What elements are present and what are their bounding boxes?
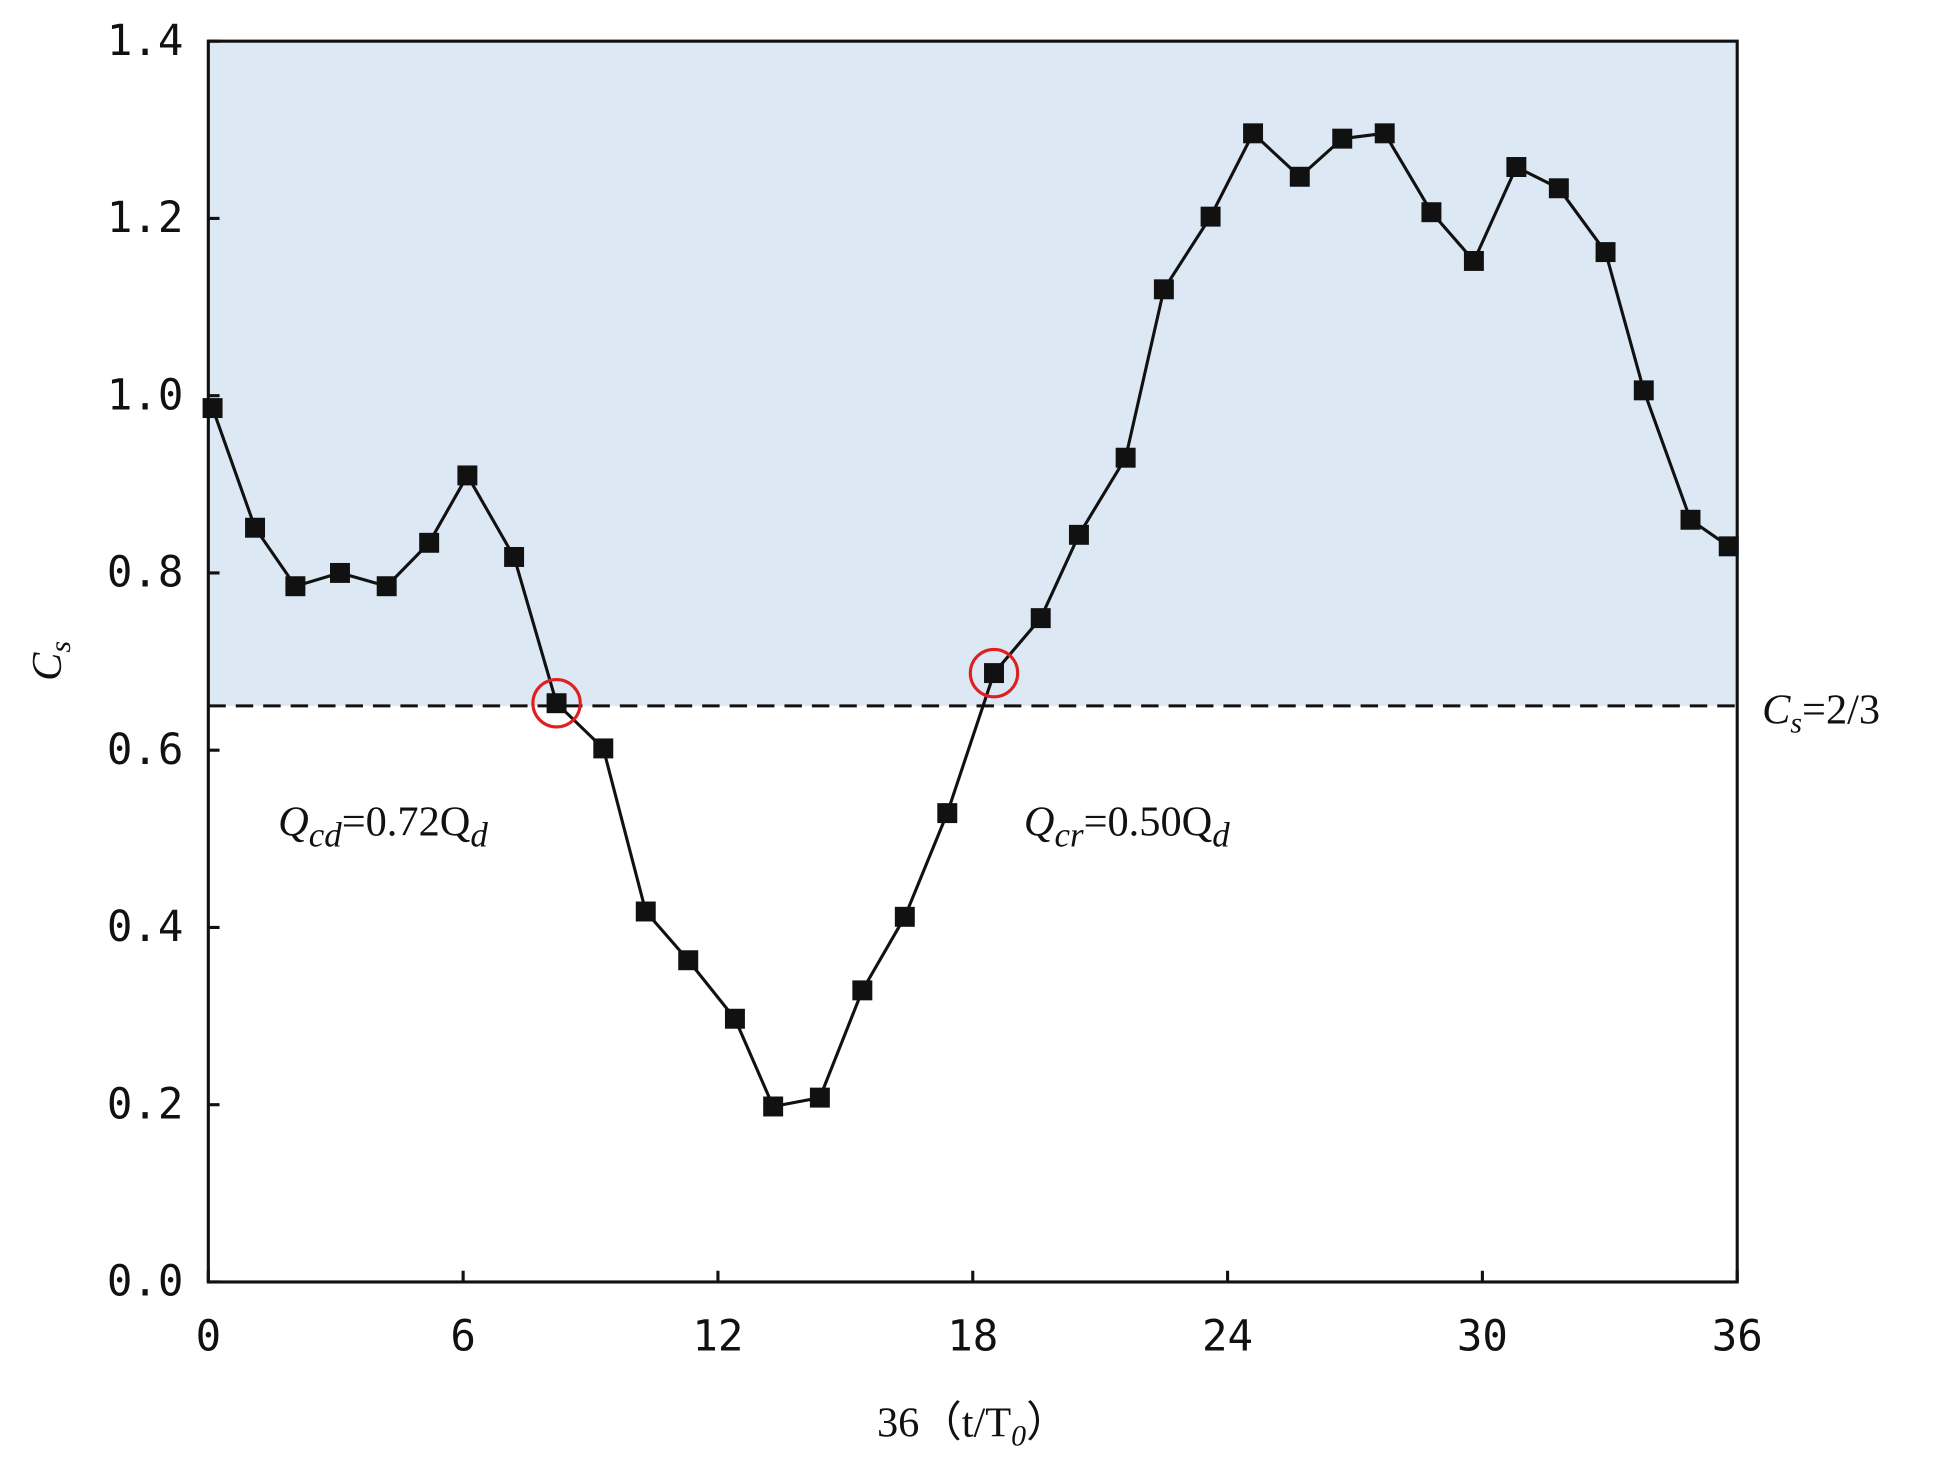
x-axis-label: 36（t/T0） bbox=[877, 1400, 1069, 1453]
data-point bbox=[504, 547, 525, 567]
x-axis-label-part: 0 bbox=[1011, 1420, 1026, 1453]
data-point bbox=[1153, 279, 1174, 300]
x-tick-label: 24 bbox=[1202, 1312, 1253, 1361]
data-point bbox=[852, 980, 873, 1001]
data-point bbox=[1680, 509, 1701, 530]
data-point bbox=[1243, 123, 1264, 144]
data-point bbox=[546, 693, 567, 714]
annotation-part: =0.50Q bbox=[1084, 799, 1213, 846]
y-tick-label: 1.4 bbox=[107, 16, 184, 65]
x-tick-label: 18 bbox=[947, 1312, 998, 1361]
data-point bbox=[984, 663, 1004, 684]
data-point bbox=[1374, 123, 1395, 144]
data-point bbox=[1548, 178, 1569, 199]
highlight-circle bbox=[968, 647, 1020, 699]
data-point bbox=[593, 738, 614, 759]
highlight-circle bbox=[531, 677, 582, 729]
data-point bbox=[376, 576, 397, 597]
data-point bbox=[763, 1096, 784, 1117]
annotation-part: Q bbox=[278, 799, 309, 846]
y-tick-label: 0.2 bbox=[107, 1079, 184, 1128]
annotation-part: =0.72Q bbox=[342, 799, 471, 846]
data-point bbox=[1633, 380, 1654, 401]
y-tick-label: 0.8 bbox=[107, 548, 184, 597]
data-point bbox=[894, 906, 915, 927]
annotation-part: d bbox=[470, 815, 488, 854]
shaded-region bbox=[208, 41, 1738, 706]
data-point bbox=[1595, 242, 1616, 263]
annotation-part: Q bbox=[1024, 799, 1055, 846]
x-tick-label: 36 bbox=[1712, 1312, 1763, 1361]
data-point bbox=[678, 950, 699, 971]
data-point bbox=[1200, 206, 1221, 227]
y-tick-label: 1.0 bbox=[107, 370, 184, 419]
data-point bbox=[245, 517, 266, 538]
threshold-label-part: s bbox=[1790, 706, 1802, 739]
data-point bbox=[724, 1008, 745, 1029]
y-tick-label: 0.6 bbox=[107, 725, 184, 774]
data-point bbox=[330, 562, 350, 583]
threshold-label-part: C bbox=[1762, 686, 1791, 733]
data-point bbox=[457, 465, 478, 486]
y-axis-label: Cs bbox=[24, 641, 77, 681]
data-point bbox=[1463, 250, 1484, 271]
data-point bbox=[202, 398, 223, 419]
data-point bbox=[419, 532, 440, 553]
annotation-part: cd bbox=[309, 815, 342, 854]
data-point bbox=[635, 901, 656, 922]
y-tick-label: 1.2 bbox=[107, 193, 184, 242]
threshold-label: Cs=2/3 bbox=[1762, 686, 1880, 739]
annotation: Qcr=0.50Qd bbox=[1024, 799, 1230, 855]
annotation: Qcd=0.72Qd bbox=[278, 799, 488, 855]
data-point bbox=[1421, 202, 1442, 223]
annotation-part: d bbox=[1212, 815, 1230, 854]
data-point bbox=[1030, 608, 1051, 629]
threshold-label-part: =2/3 bbox=[1802, 686, 1880, 733]
data-point bbox=[1718, 536, 1739, 557]
x-tick-label: 30 bbox=[1457, 1312, 1508, 1361]
x-axis-label-part: 36（t/T bbox=[877, 1400, 1011, 1447]
y-axis-label-part: C bbox=[24, 652, 71, 681]
x-tick-label: 6 bbox=[450, 1312, 476, 1361]
y-axis-label-part: s bbox=[44, 641, 77, 653]
data-point bbox=[809, 1087, 830, 1108]
data-point bbox=[1506, 157, 1527, 177]
y-tick-label: 0.4 bbox=[107, 902, 184, 951]
data-point bbox=[285, 576, 306, 597]
data-point bbox=[1115, 447, 1136, 468]
annotation-part: cr bbox=[1055, 815, 1084, 854]
data-point bbox=[1332, 128, 1353, 149]
data-point bbox=[1289, 166, 1310, 187]
data-point bbox=[1068, 524, 1089, 545]
data-line bbox=[211, 130, 1730, 1109]
x-tick-label: 0 bbox=[196, 1312, 222, 1361]
x-axis-label-part: ） bbox=[1026, 1400, 1068, 1447]
data-point bbox=[937, 803, 958, 824]
x-tick-label: 12 bbox=[692, 1312, 743, 1361]
y-tick-label: 0.0 bbox=[107, 1257, 184, 1306]
